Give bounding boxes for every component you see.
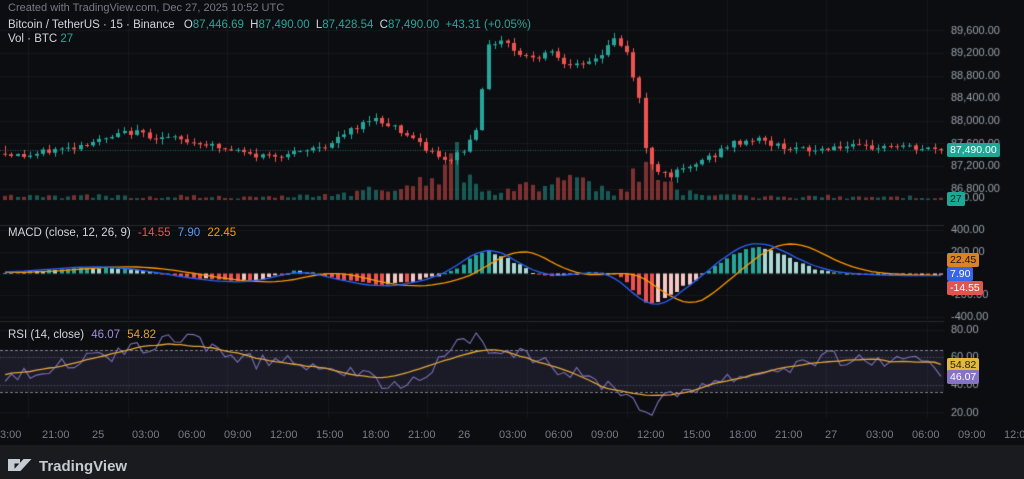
svg-text:TradingView: TradingView: [39, 458, 127, 475]
